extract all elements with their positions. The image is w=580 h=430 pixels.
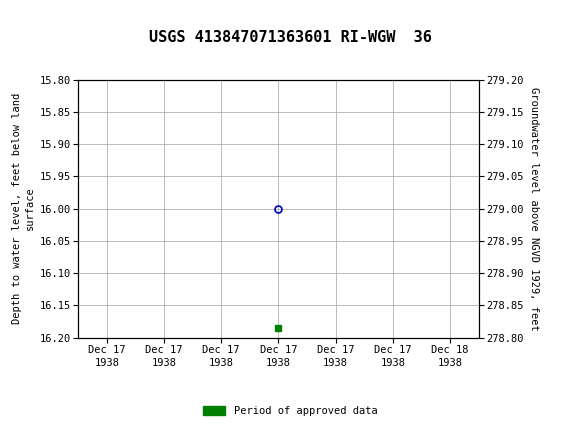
Y-axis label: Groundwater level above NGVD 1929, feet: Groundwater level above NGVD 1929, feet: [529, 87, 539, 330]
Legend: Period of approved data: Period of approved data: [198, 402, 382, 421]
Text: USGS 413847071363601 RI-WGW  36: USGS 413847071363601 RI-WGW 36: [148, 30, 432, 45]
Y-axis label: Depth to water level, feet below land
surface: Depth to water level, feet below land su…: [12, 93, 35, 324]
Bar: [2, 5, 34, 33]
Text: USGS: USGS: [39, 9, 103, 29]
